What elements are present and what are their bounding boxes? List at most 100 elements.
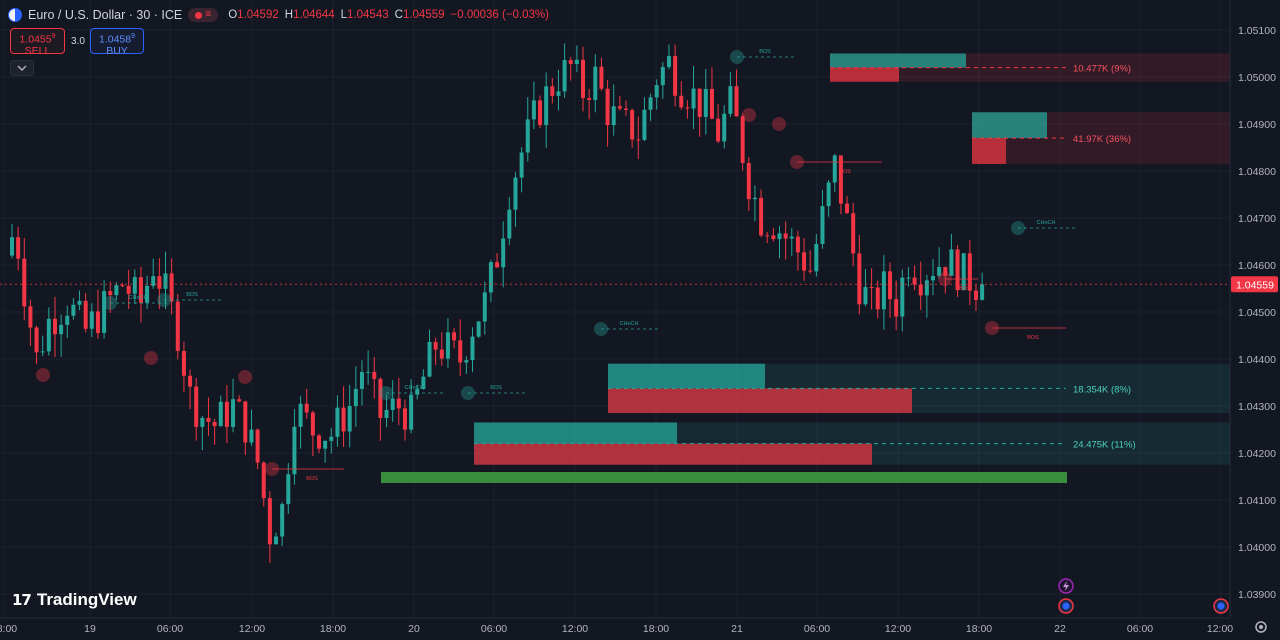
candle-body <box>728 86 733 114</box>
euro-flag-icon[interactable] <box>8 8 22 22</box>
sell-label: SELL <box>24 44 51 57</box>
candle-body <box>372 371 377 380</box>
candle-body <box>138 277 143 303</box>
ohlc-high: H1.04644 <box>285 9 335 21</box>
candle-body <box>888 271 893 300</box>
candle-body <box>335 407 340 437</box>
candle-body <box>881 271 886 310</box>
candle-body <box>894 299 899 317</box>
order-block-label: 10.477K (9%) <box>1073 64 1131 75</box>
candle-body <box>538 100 543 126</box>
order-block-buy-volume <box>830 53 966 68</box>
candle-body <box>599 66 604 89</box>
candle-body <box>574 59 579 64</box>
candle-body <box>912 277 917 285</box>
candle-body <box>488 262 493 293</box>
gear-icon[interactable] <box>1252 618 1270 636</box>
time-tick-label: 12:00 <box>1207 623 1233 635</box>
candle-body <box>71 304 76 316</box>
buy-label: BUY <box>106 44 128 57</box>
candle-body <box>906 277 911 279</box>
indicator-toggle-icon[interactable]: ≡ <box>188 8 219 22</box>
price-tick-label: 1.04000 <box>1238 542 1276 554</box>
bos-label: BOS <box>306 476 318 482</box>
candle-body <box>237 399 242 402</box>
candle-body <box>765 235 770 237</box>
candle-body <box>507 209 512 239</box>
candle-body <box>955 249 960 291</box>
candle-body <box>722 113 727 142</box>
status-dot-icon <box>195 11 203 19</box>
candle-body <box>593 66 598 100</box>
candle-body <box>581 59 586 99</box>
candle-body <box>274 536 279 545</box>
time-tick-label: 06:00 <box>157 623 183 635</box>
buy-price-sup: 9 <box>131 33 136 40</box>
candle-body <box>691 88 696 109</box>
last-price-tag <box>1231 276 1278 293</box>
candle-body <box>212 421 217 427</box>
structure-label: CHoCH <box>1037 220 1056 226</box>
candle-body <box>826 182 831 207</box>
order-block-label: 18.354K (8%) <box>1073 384 1131 395</box>
candle-body <box>231 399 236 427</box>
buy-button[interactable]: 1.04589 BUY <box>90 28 144 57</box>
candle-body <box>967 253 972 291</box>
candle-body <box>679 95 684 108</box>
candle-body <box>845 203 850 214</box>
candle-body <box>666 56 671 68</box>
candle-body <box>194 386 199 427</box>
candle-body <box>439 349 444 359</box>
event-icon-inner <box>1062 602 1070 610</box>
sell-button[interactable]: 1.04559 SELL <box>10 28 65 57</box>
candle-body <box>89 311 94 329</box>
candle-body <box>218 401 223 427</box>
candle-body <box>46 318 51 352</box>
candle-body <box>660 67 665 86</box>
swing-point-marker <box>36 368 50 382</box>
candle-body <box>857 253 862 305</box>
swing-point-marker <box>938 272 952 286</box>
lightning-bolt-glyph <box>1063 581 1069 591</box>
chart-footer-icons <box>1058 578 1229 614</box>
time-tick-label: 12:00 <box>562 623 588 635</box>
candle-body <box>544 86 549 126</box>
candle-body <box>341 407 346 432</box>
candle-body <box>310 412 315 436</box>
candle-body <box>114 285 119 296</box>
candle-body <box>396 398 401 409</box>
time-tick-label: 06:00 <box>804 623 830 635</box>
time-axis[interactable]: 18:00 19 06:00 12:00 18:00 20 06:00 12:00 18:00 2… <box>0 623 1233 635</box>
price-axis[interactable]: 1.05100 1.05000 1.04900 1.04800 1.04700 1.046… <box>1238 25 1276 601</box>
candle-body <box>875 287 880 310</box>
candle-body <box>200 417 205 427</box>
time-tick-label: 19 <box>84 623 96 635</box>
candle-body <box>16 237 21 259</box>
structure-label: CHoCH <box>405 385 424 391</box>
symbol-title[interactable]: Euro / U.S. Dollar · 30 · ICE <box>28 8 183 22</box>
candle-body <box>752 197 757 200</box>
candle-body <box>249 429 254 443</box>
price-tick-label: 1.03900 <box>1238 589 1276 601</box>
candle-body <box>415 389 420 395</box>
candle-body <box>709 88 714 119</box>
collapse-chevron-button[interactable] <box>10 60 34 76</box>
ohlc-close: C1.04559 <box>395 9 445 21</box>
time-tick-label: 18:00 <box>0 623 17 635</box>
candle-body <box>642 109 647 140</box>
candlestick-series[interactable] <box>10 43 985 563</box>
time-tick-label: 18:00 <box>966 623 992 635</box>
sell-price-sup: 9 <box>51 33 56 40</box>
order-block-label: 41.97K (36%) <box>1073 134 1131 145</box>
tradingview-logo[interactable]: 𝟭𝟳 TradingView <box>12 590 137 610</box>
candle-body <box>924 280 929 296</box>
candle-body <box>476 321 481 337</box>
price-tick-label: 1.04100 <box>1238 495 1276 507</box>
price-tick-label: 1.04800 <box>1238 166 1276 178</box>
ohlc-values: O1.04592 H1.04644 L1.04543 C1.04559 −0.0… <box>228 9 549 21</box>
candle-body <box>40 351 45 353</box>
candle-body <box>980 284 985 300</box>
candle-body <box>820 206 825 245</box>
